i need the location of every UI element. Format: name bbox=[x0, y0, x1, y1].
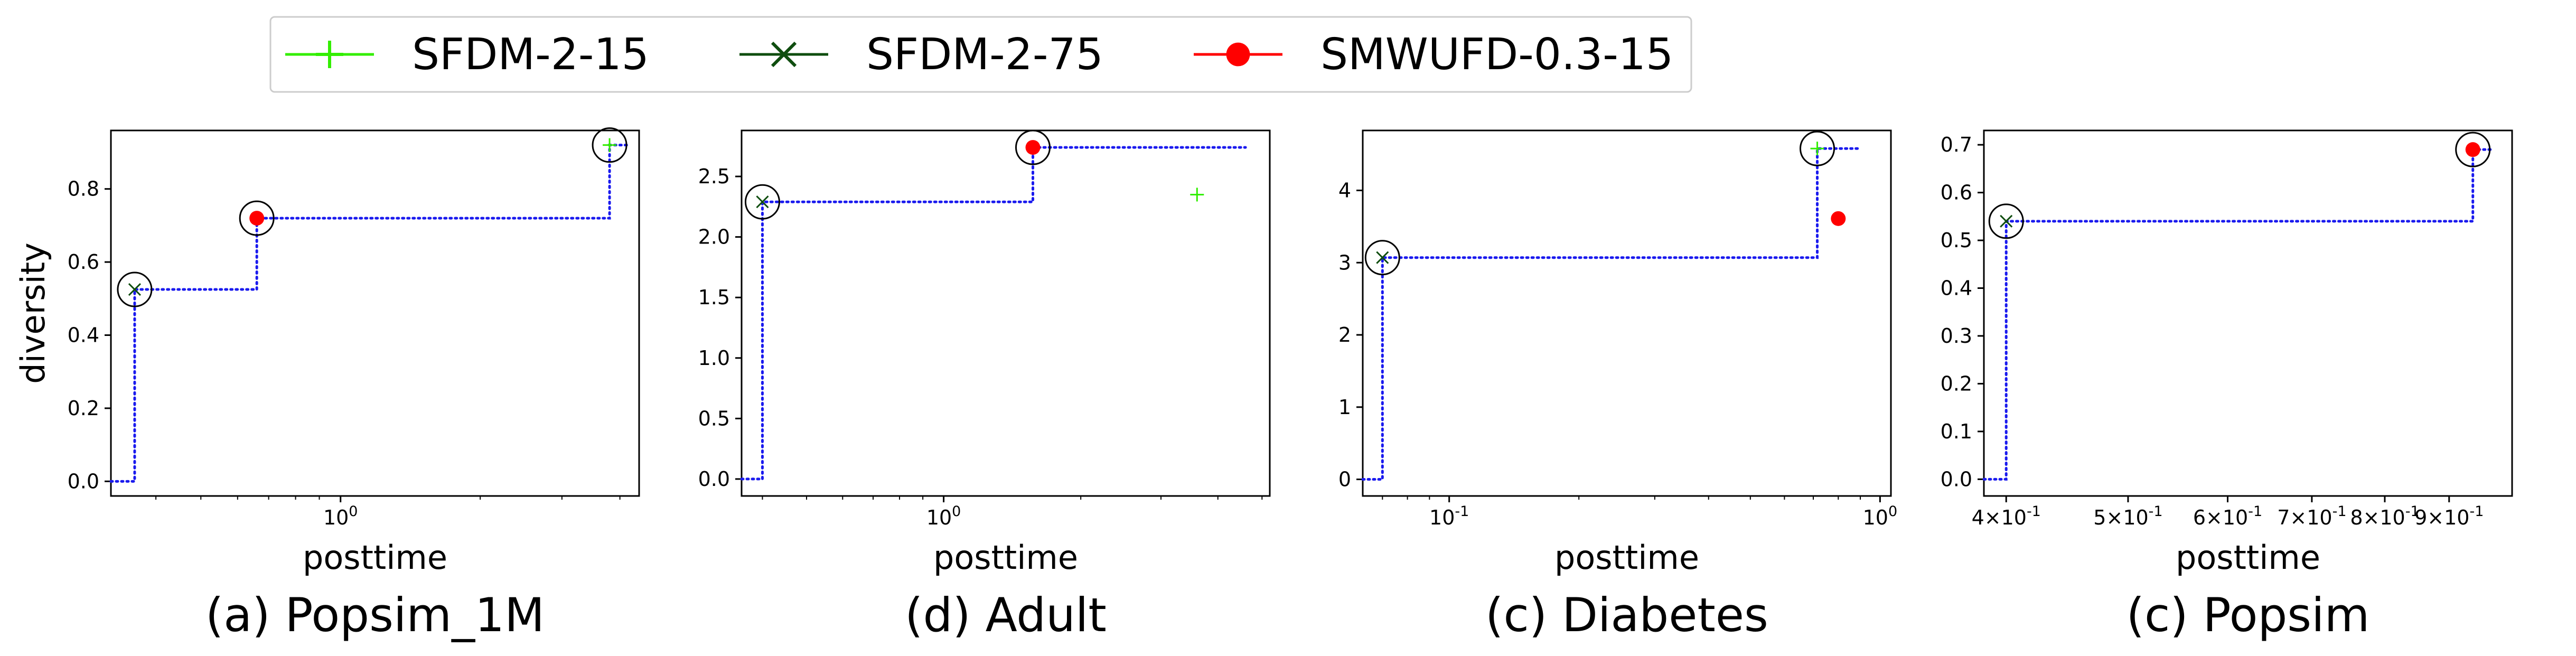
x-tick-label: 5×10-1 bbox=[2093, 503, 2162, 529]
y-tick-label: 2 bbox=[1338, 323, 1351, 346]
legend-item: SFDM-2-15 bbox=[285, 30, 649, 80]
y-tick-label: 1 bbox=[1338, 396, 1351, 419]
y-tick-label: 1.5 bbox=[698, 286, 730, 309]
y-tick-label: 0.5 bbox=[698, 407, 730, 430]
highlight-circle bbox=[2455, 132, 2491, 167]
frontier-line bbox=[740, 146, 1247, 481]
highlight-circle bbox=[117, 271, 153, 307]
legend-item: SMWUFD-0.3-15 bbox=[1194, 30, 1673, 80]
legend-label: SMWUFD-0.3-15 bbox=[1320, 30, 1673, 80]
frontier-line bbox=[1361, 147, 1862, 481]
x-tick-label: 4×10-1 bbox=[1972, 503, 2041, 529]
y-tick-label: 2.0 bbox=[698, 226, 730, 249]
highlight-circle bbox=[1364, 240, 1400, 276]
highlight-circle bbox=[1015, 129, 1051, 165]
plot-frame bbox=[1983, 129, 2513, 497]
chart-panel: 0.0 0.1 0.2 0.3 0.4 0.5 0.6 0.7 4×10-1 5×10-1 6×10… bbox=[1941, 129, 2513, 642]
chart-panel: 0.0 0.5 1.0 1.5 2.0 2.5 100 posttime (d) Adult bbox=[698, 129, 1271, 642]
data-point-b bbox=[1376, 251, 1389, 264]
frontier-line bbox=[109, 144, 631, 483]
x-tick-label: 100 bbox=[323, 503, 358, 529]
data-point bbox=[603, 138, 617, 152]
legend: SFDM-2-15 SFDM-2-75 SMWUFD-0.3-15 bbox=[269, 16, 1692, 93]
legend-marker bbox=[316, 41, 343, 68]
panel-caption: (c) Diabetes bbox=[1485, 588, 1768, 642]
highlight-circle bbox=[592, 127, 627, 163]
legend-label: SFDM-2-15 bbox=[412, 30, 649, 80]
y-tick-label: 1.0 bbox=[698, 346, 730, 370]
plot-frame bbox=[1362, 129, 1892, 497]
data-point bbox=[1810, 142, 1824, 156]
data-point-b bbox=[128, 283, 141, 296]
chart-panel: 0 1 2 3 4 10-1 100 posttime (c) Diabetes bbox=[1338, 129, 1898, 642]
data-point-b bbox=[2000, 214, 2013, 228]
y-tick-label: 0.8 bbox=[68, 177, 99, 201]
legend-marker bbox=[771, 41, 797, 68]
x-tick-label: 7×10-1 bbox=[2277, 503, 2346, 529]
y-tick-label: 3 bbox=[1338, 251, 1351, 274]
legend-frame bbox=[269, 16, 1692, 93]
y-tick-label: 2.5 bbox=[698, 165, 730, 188]
y-tick-label: 0.0 bbox=[68, 470, 99, 493]
data-point bbox=[1190, 188, 1204, 202]
y-axis-label: diversity bbox=[14, 242, 52, 383]
highlight-circle bbox=[239, 200, 275, 236]
y-tick-label: 0.4 bbox=[68, 324, 99, 347]
data-point bbox=[1831, 211, 1846, 226]
plot-frame bbox=[741, 129, 1271, 497]
x-axis-label: posttime bbox=[2176, 538, 2320, 577]
data-point bbox=[2465, 142, 2480, 157]
chart-panel: 0.0 0.2 0.4 0.6 0.8 100 posttime diversity (a) P… bbox=[14, 127, 640, 642]
x-tick-label: 10-1 bbox=[1429, 503, 1469, 529]
x-tick-label: 100 bbox=[926, 503, 961, 529]
y-tick-label: 0.2 bbox=[1941, 372, 1972, 395]
panel-caption: (c) Popsim bbox=[2127, 588, 2370, 642]
y-tick-label: 0.4 bbox=[1941, 277, 1972, 300]
legend-item: SFDM-2-75 bbox=[739, 30, 1103, 80]
x-axis-label: posttime bbox=[933, 538, 1078, 577]
highlight-circle bbox=[744, 184, 780, 220]
x-axis-label: posttime bbox=[1554, 538, 1699, 577]
data-point bbox=[128, 283, 141, 296]
y-tick-label: 0.5 bbox=[1941, 229, 1972, 252]
data-point bbox=[2000, 214, 2013, 228]
y-tick-label: 0.6 bbox=[1941, 181, 1972, 204]
x-axis-label: posttime bbox=[303, 538, 447, 577]
x-tick-label: 6×10-1 bbox=[2193, 503, 2262, 529]
legend-marker bbox=[1226, 42, 1250, 67]
y-tick-label: 0.0 bbox=[1941, 467, 1972, 491]
y-tick-label: 0.1 bbox=[1941, 420, 1972, 443]
y-tick-label: 4 bbox=[1338, 179, 1351, 202]
y-tick-label: 0.6 bbox=[68, 250, 99, 274]
x-tick-label: 8×10-1 bbox=[2350, 503, 2419, 529]
highlight-circle bbox=[1988, 203, 2024, 239]
data-point bbox=[1025, 140, 1041, 155]
x-tick-label: 9×10-1 bbox=[2414, 503, 2484, 529]
highlight-circle bbox=[1800, 130, 1835, 166]
y-tick-label: 0.3 bbox=[1941, 324, 1972, 348]
x-tick-label: 100 bbox=[1863, 503, 1898, 529]
panel-caption: (d) Adult bbox=[905, 588, 1107, 642]
data-point bbox=[1376, 251, 1389, 264]
panel-caption: (a) Popsim_1M bbox=[205, 588, 545, 642]
legend-label: SFDM-2-75 bbox=[866, 30, 1103, 80]
data-point bbox=[249, 211, 265, 226]
chart-panels: 0.0 0.2 0.4 0.6 0.8 100 posttime diversity (a) P… bbox=[14, 127, 2513, 642]
data-point bbox=[756, 195, 769, 209]
y-tick-label: 0 bbox=[1338, 468, 1351, 491]
y-tick-label: 0.7 bbox=[1941, 133, 1972, 156]
y-tick-label: 0.0 bbox=[698, 467, 730, 491]
frontier-line bbox=[1982, 148, 2495, 481]
legend-marker-b bbox=[771, 41, 797, 68]
plot-frame bbox=[110, 129, 640, 497]
data-point-b bbox=[756, 195, 769, 209]
y-tick-label: 0.2 bbox=[68, 397, 99, 420]
